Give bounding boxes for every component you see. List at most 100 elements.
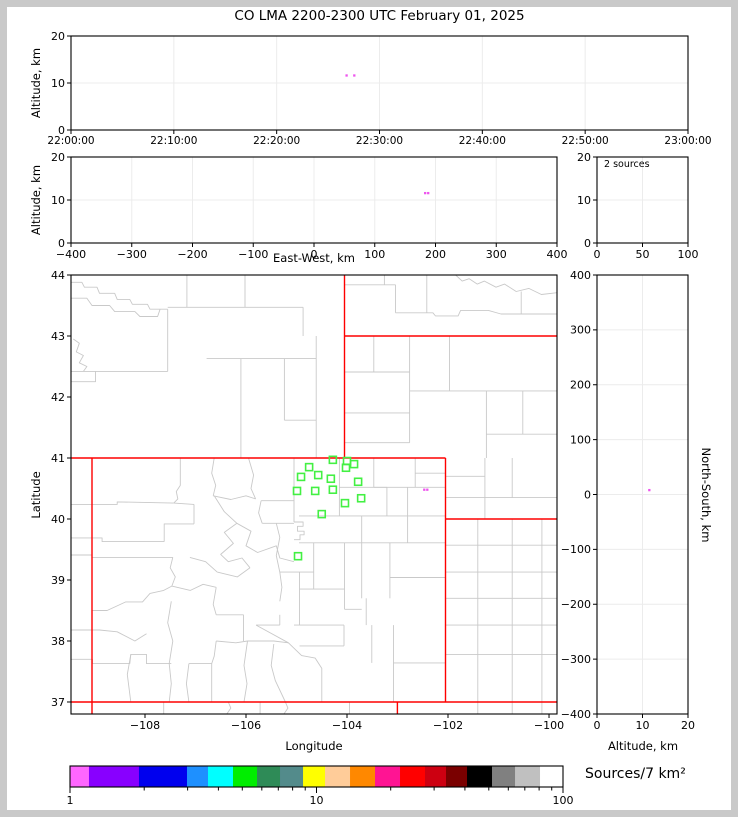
x-tick-label: 100 <box>364 248 385 261</box>
station-marker <box>293 551 303 561</box>
y-tick-label: −100 <box>561 543 591 556</box>
colorbar-segment <box>492 766 516 787</box>
colorbar-ticks <box>69 787 564 793</box>
county-line <box>255 624 289 644</box>
x-tick-label: 22:50:00 <box>562 135 609 147</box>
county-line <box>216 640 248 644</box>
x-tick-label: 0 <box>311 248 318 261</box>
county-line <box>73 338 88 372</box>
y-tick-label: 400 <box>570 269 591 282</box>
page-title: CO LMA 2200-2300 UTC February 01, 2025 <box>234 8 525 24</box>
x-tick-label: 10 <box>636 719 650 732</box>
y-tick-label: 44 <box>51 269 65 282</box>
county-line <box>247 640 289 644</box>
county-line <box>71 297 161 317</box>
source-marker <box>424 191 427 195</box>
y-tick-label: 38 <box>51 635 65 648</box>
county-line <box>211 640 217 664</box>
colorbar-tick-label: 10 <box>310 794 324 807</box>
county-line <box>275 523 281 573</box>
gridlines <box>71 157 557 243</box>
county-line <box>167 601 174 664</box>
x-tick-label: −100 <box>238 248 268 261</box>
x-tick-label: 0 <box>594 719 601 732</box>
county-line <box>91 585 173 611</box>
data-layer <box>424 191 430 195</box>
colorbar-segment <box>540 766 564 787</box>
county-line <box>185 663 190 703</box>
tick-labels: −108 −106 −104 −102 −100 44 43 42 41 40 39 38 37 <box>51 269 564 732</box>
county-line <box>169 557 176 587</box>
county-line <box>243 640 248 703</box>
x-tick-label: 23:00:00 <box>664 135 711 147</box>
ticks <box>67 274 550 718</box>
colorbar: 1 10 100 <box>67 765 574 807</box>
gridlines <box>597 157 688 243</box>
county-line <box>126 654 132 703</box>
source-marker <box>345 74 348 77</box>
sources-count-annotation: 2 sources <box>604 159 650 170</box>
colorbar-segment <box>446 766 468 787</box>
county-lines <box>71 274 558 715</box>
x-tick-label: 22:00:00 <box>47 135 94 147</box>
colorbar-segment <box>232 766 258 787</box>
county-line <box>258 500 263 524</box>
county-line <box>294 521 305 541</box>
county-line <box>236 522 295 563</box>
panel-ns_height: 0 10 20 400 300 200 100 0 −100 −200 −300 −400 <box>561 269 695 732</box>
tick-labels: 22:00:00 22:10:00 22:20:00 22:30:00 22:40:00… <box>47 30 711 147</box>
panel-border <box>70 274 558 715</box>
x-tick-label: 200 <box>425 248 446 261</box>
x-tick-label: 22:40:00 <box>459 135 506 147</box>
county-line <box>455 274 558 295</box>
x-tick-label: 22:30:00 <box>356 135 403 147</box>
county-line <box>71 653 172 665</box>
county-line <box>168 663 172 703</box>
x-tick-label: −106 <box>231 719 261 732</box>
y-tick-label: 43 <box>51 330 65 343</box>
x-tick-label: −104 <box>332 719 362 732</box>
county-line <box>270 643 286 703</box>
source-marker <box>353 74 356 77</box>
y-tick-label: 0 <box>584 488 591 501</box>
station-marker <box>349 459 359 469</box>
colorbar-segment <box>88 766 140 787</box>
station-marker <box>356 493 366 503</box>
y-tick-label: 10 <box>51 77 65 90</box>
station-marker <box>292 486 302 496</box>
colorbar-tick-label: 100 <box>553 794 574 807</box>
axis-label-altitude-bottom: Altitude, km <box>607 739 679 753</box>
tick-labels: −400 −300 −200 −100 0 100 200 300 400 0 10 20 <box>51 151 568 261</box>
colorbar-segment <box>350 766 376 787</box>
source-marker <box>427 191 430 195</box>
y-tick-label: −200 <box>561 598 591 611</box>
county-line <box>173 458 181 504</box>
colorbar-segment <box>186 766 209 787</box>
ticks <box>67 156 558 247</box>
colorbar-segment <box>70 766 90 787</box>
county-line <box>288 642 323 702</box>
county-line <box>211 457 217 496</box>
y-tick-label: 10 <box>51 194 65 207</box>
y-tick-label: 0 <box>584 237 591 250</box>
gridlines <box>71 36 688 130</box>
y-tick-label: 20 <box>51 30 65 43</box>
x-tick-label: −200 <box>177 248 207 261</box>
station-marker <box>328 455 338 465</box>
county-line <box>71 501 174 505</box>
ticks <box>593 156 689 247</box>
panel-ew_height: −400 −300 −200 −100 0 100 200 300 400 0 10 20 <box>51 151 568 261</box>
x-tick-label: −300 <box>117 248 147 261</box>
y-tick-label: 0 <box>58 237 65 250</box>
y-tick-label: 37 <box>51 696 65 709</box>
county-line <box>283 701 289 715</box>
station-marker <box>313 470 323 480</box>
county-line <box>71 554 173 558</box>
panel-alt_histogram: 0 50 100 0 10 20 <box>577 151 699 261</box>
colorbar-segment <box>303 766 326 787</box>
county-line <box>71 371 96 383</box>
y-tick-label: 0 <box>58 124 65 137</box>
data-layer <box>345 74 356 77</box>
axis-label-latitude: Latitude <box>29 471 43 519</box>
ticks <box>593 274 689 718</box>
